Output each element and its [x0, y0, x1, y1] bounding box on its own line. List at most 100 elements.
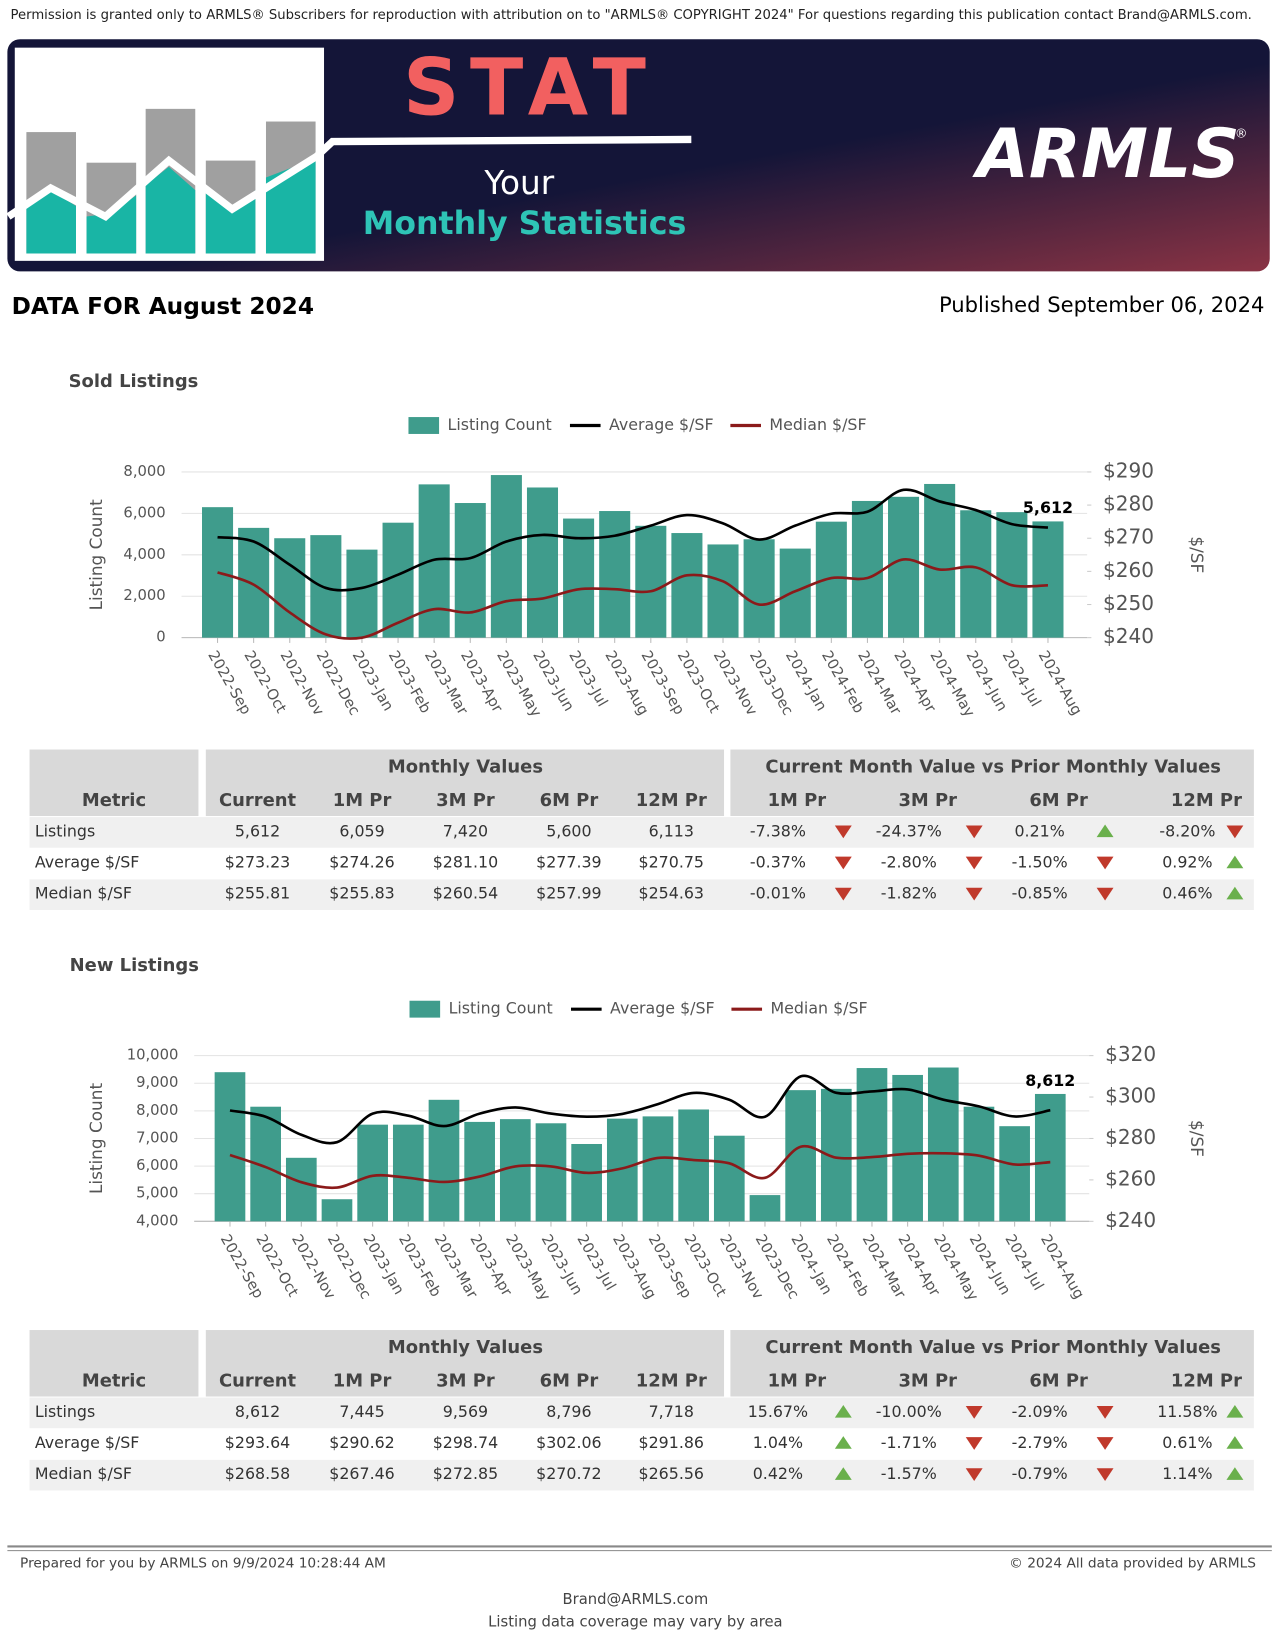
- bar: [535, 1123, 567, 1222]
- table-cell: 7,420: [443, 821, 488, 840]
- banner-stat: STAT: [403, 44, 656, 134]
- table-cell: -1.57%: [881, 1464, 937, 1483]
- y2-tick-label: $280: [1105, 1125, 1156, 1149]
- table-cell: $260.54: [433, 884, 498, 903]
- y-tick-label: 0: [156, 629, 165, 646]
- table-cell: 0.92%: [1162, 852, 1212, 871]
- bar: [642, 1116, 674, 1222]
- bar: [310, 535, 342, 638]
- bar: [996, 512, 1028, 638]
- y2-tick-label: $240: [1105, 1208, 1156, 1232]
- column-header: 12M Pr: [1171, 1371, 1242, 1392]
- table-cell: 6,059: [339, 821, 384, 840]
- y-tick-label: 2,000: [123, 587, 165, 604]
- header-cell: [205, 749, 725, 817]
- bar: [635, 525, 667, 638]
- arrow-up: [1226, 1404, 1244, 1418]
- table-cell: Average $/SF: [35, 852, 140, 871]
- arrow-down: [834, 825, 852, 839]
- column-header: 1M Pr: [768, 790, 827, 811]
- footer-copyright: © 2024 All data provided by ARMLS: [1009, 1555, 1256, 1571]
- table-cell: Median $/SF: [35, 884, 132, 903]
- header-cell: [730, 1330, 1254, 1397]
- arrow-up: [1096, 824, 1114, 838]
- arrow-down: [1226, 825, 1244, 839]
- table-cell: -24.37%: [876, 821, 942, 840]
- table-cell: -0.85%: [1012, 884, 1068, 903]
- bar: [999, 1126, 1030, 1222]
- table-cell: $257.99: [536, 884, 601, 903]
- chart-title: New Listings: [70, 955, 199, 976]
- data-for: DATA FOR August 2024: [12, 293, 314, 320]
- bar: [963, 1106, 995, 1222]
- bar: [779, 548, 811, 638]
- arrow-down: [1096, 1468, 1114, 1481]
- table-cell: Average $/SF: [35, 1433, 140, 1452]
- bar: [321, 1199, 353, 1222]
- x-tick-label: 2024-Aug: [1037, 1232, 1087, 1302]
- y-tick-label: 10,000: [127, 1047, 179, 1064]
- y-tick-label: 9,000: [136, 1074, 178, 1091]
- table-cell: $302.06: [536, 1433, 601, 1452]
- banner-icon: [6, 47, 692, 261]
- row-band: [29, 817, 1254, 848]
- line-series: [229, 1144, 1051, 1190]
- bar: [285, 1157, 317, 1222]
- bar: [707, 544, 739, 638]
- table-cell: $290.62: [329, 1433, 394, 1452]
- y2-tick-label: $290: [1103, 458, 1154, 482]
- table-cell: 0.42%: [753, 1464, 803, 1483]
- bar: [888, 496, 920, 638]
- column-header: 3M Pr: [898, 1371, 957, 1392]
- row-band: [29, 879, 1254, 910]
- bar: [671, 533, 703, 638]
- y2-tick-label: $270: [1103, 525, 1154, 549]
- table-cell: 9,569: [443, 1402, 488, 1421]
- line-series: [217, 558, 1049, 640]
- bar: [743, 539, 775, 638]
- bar: [346, 549, 378, 638]
- legend-swatch: [408, 417, 440, 434]
- x-tick-label: 2024-Aug: [1035, 648, 1085, 718]
- table-cell: -8.20%: [1159, 821, 1215, 840]
- bar: [678, 1109, 709, 1222]
- column-header: 3M Pr: [898, 790, 957, 811]
- table-cell: $281.10: [433, 852, 498, 871]
- chart-title: Sold Listings: [69, 371, 199, 392]
- column-header: 12M Pr: [636, 790, 707, 811]
- bar: [571, 1143, 602, 1222]
- bar: [815, 521, 847, 638]
- table-cell: 0.46%: [1162, 884, 1212, 903]
- data-label: 5,612: [1023, 498, 1073, 517]
- y-tick-label: 8,000: [123, 463, 165, 480]
- table-cell: Listings: [35, 821, 95, 840]
- column-header: 1M Pr: [333, 1371, 392, 1392]
- arrow-up: [834, 1404, 852, 1418]
- arrow-up: [834, 1436, 852, 1449]
- arrow-up: [1226, 1467, 1244, 1480]
- table-cell: 0.21%: [1014, 821, 1064, 840]
- table-cell: 8,612: [235, 1402, 280, 1421]
- table-cell: -2.80%: [881, 852, 937, 871]
- y2-tick-label: $250: [1103, 591, 1154, 615]
- y2-axis-title: $/SF: [1187, 1120, 1207, 1157]
- table-cell: $293.64: [225, 1433, 290, 1452]
- banner-monthly: Monthly Statistics: [363, 206, 687, 242]
- table-cell: Listings: [35, 1402, 95, 1421]
- table-cell: -2.79%: [1012, 1433, 1068, 1452]
- logo-mark: ®: [1235, 126, 1248, 141]
- arrow-down: [834, 856, 852, 870]
- bar: [851, 500, 883, 638]
- table-cell: -1.82%: [881, 884, 937, 903]
- y-tick-label: 8,000: [136, 1102, 178, 1119]
- group-header: Current Month Value vs Prior Monthly Val…: [765, 756, 1221, 777]
- table-cell: 6,113: [649, 821, 694, 840]
- y-tick-label: 5,000: [136, 1185, 178, 1202]
- row-band: [29, 1459, 1254, 1491]
- table-cell: -1.50%: [1012, 852, 1068, 871]
- arrow-down: [1096, 856, 1114, 870]
- table-cell: $267.46: [329, 1464, 394, 1483]
- table-cell: $268.58: [225, 1464, 290, 1483]
- column-header: 6M Pr: [540, 790, 599, 811]
